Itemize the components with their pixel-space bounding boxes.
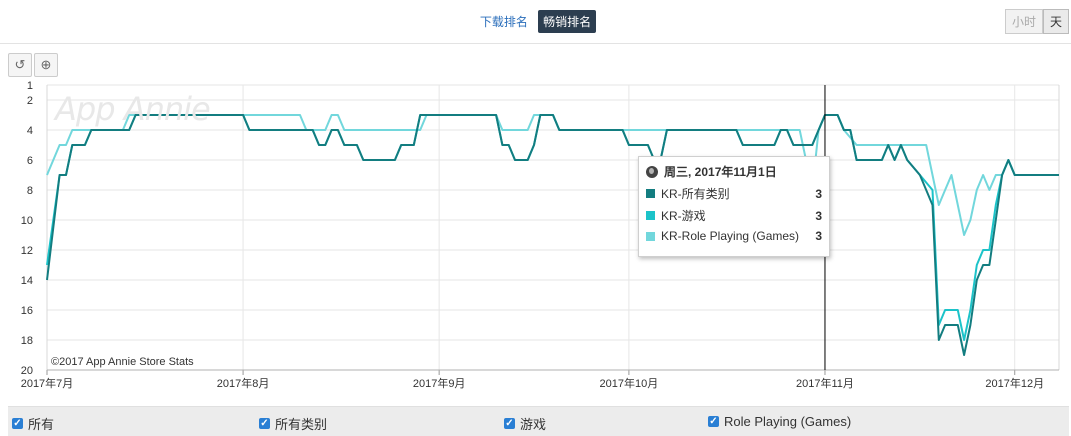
y-tick-label: 1	[27, 80, 33, 92]
y-tick-label: 6	[27, 155, 33, 167]
tooltip-date: 周三, 2017年11月1日	[664, 165, 777, 179]
tooltip-series-name: KR-Role Playing (Games)	[661, 229, 800, 243]
tooltip-series-value: 3	[815, 208, 822, 223]
series-swatch	[646, 189, 655, 198]
y-tick-label: 16	[21, 305, 33, 317]
checkbox-icon[interactable]: ✓	[259, 418, 270, 429]
y-tick-label: 4	[27, 125, 33, 137]
series-line	[46, 114, 1059, 341]
tooltip-series-name: KR-所有类别	[661, 187, 730, 201]
x-tick-label: 2017年7月	[21, 376, 74, 390]
globe-icon	[646, 165, 658, 178]
series-swatch	[646, 211, 655, 220]
x-tick-label: 2017年10月	[600, 376, 659, 390]
granularity-toggle: 小时 天	[1004, 9, 1069, 34]
watermark: App Annie	[55, 90, 211, 128]
checkbox-icon[interactable]: ✓	[504, 418, 515, 429]
legend-item-all[interactable]: ✓ 所有	[12, 414, 54, 433]
y-tick-label: 18	[21, 335, 33, 347]
series-line	[46, 114, 1059, 236]
x-tick-label: 2017年9月	[413, 376, 466, 390]
tooltip-row: KR-Role Playing (Games) 3	[646, 229, 822, 243]
tooltip-series-name: KR-游戏	[661, 209, 706, 223]
tooltip-row: KR-游戏 3	[646, 207, 822, 224]
tab-download-rank[interactable]: 下载排名	[479, 15, 528, 29]
tooltip-series-value: 3	[815, 229, 822, 243]
legend-label: Role Playing (Games)	[724, 414, 852, 429]
y-tick-label: 20	[21, 365, 33, 377]
tooltip-header: 周三, 2017年11月1日	[646, 163, 777, 180]
hour-button[interactable]: 小时	[1004, 9, 1043, 34]
legend-item-games[interactable]: ✓ 游戏	[504, 414, 546, 433]
y-tick-label: 12	[21, 245, 33, 257]
tab-grossing-rank[interactable]: 畅销排名	[538, 10, 597, 33]
legend-label: 所有类别	[275, 417, 328, 432]
chart-tooltip: 周三, 2017年11月1日 KR-所有类别 3 KR-游戏 3 KR-Role…	[638, 156, 830, 257]
tooltip-row: KR-所有类别 3	[646, 185, 822, 202]
zoom-icon: ⊕	[40, 57, 52, 72]
x-tick-label: 2017年12月	[985, 376, 1044, 390]
x-tick-label: 2017年11月	[796, 376, 854, 390]
reset-icon: ↺	[14, 57, 26, 72]
legend-bar: ✓ 所有 ✓ 所有类别 ✓ 游戏 ✓ Role Playing (Games)	[8, 406, 1069, 436]
tooltip-series-value: 3	[815, 186, 822, 201]
legend-label: 游戏	[520, 417, 547, 432]
x-tick-label: 2017年8月	[217, 376, 270, 390]
checkbox-icon[interactable]: ✓	[12, 418, 23, 429]
checkbox-icon[interactable]: ✓	[708, 416, 719, 427]
y-tick-label: 8	[27, 185, 33, 197]
y-tick-label: 10	[21, 215, 33, 227]
zoom-button[interactable]: ⊕	[34, 53, 58, 77]
legend-item-role-playing[interactable]: ✓ Role Playing (Games)	[708, 414, 851, 429]
day-button[interactable]: 天	[1042, 9, 1069, 34]
legend-label: 所有	[28, 417, 55, 432]
series-swatch	[646, 231, 655, 241]
reset-zoom-button[interactable]: ↺	[8, 53, 32, 77]
y-tick-label: 2	[27, 95, 33, 107]
divider	[0, 43, 1071, 44]
ranking-tabs: 下载排名 畅销排名	[0, 10, 1071, 33]
series-line	[46, 114, 1059, 356]
copyright-text: ©2017 App Annie Store Stats	[51, 356, 194, 368]
y-tick-label: 14	[21, 275, 33, 287]
legend-item-all-categories[interactable]: ✓ 所有类别	[259, 414, 327, 433]
